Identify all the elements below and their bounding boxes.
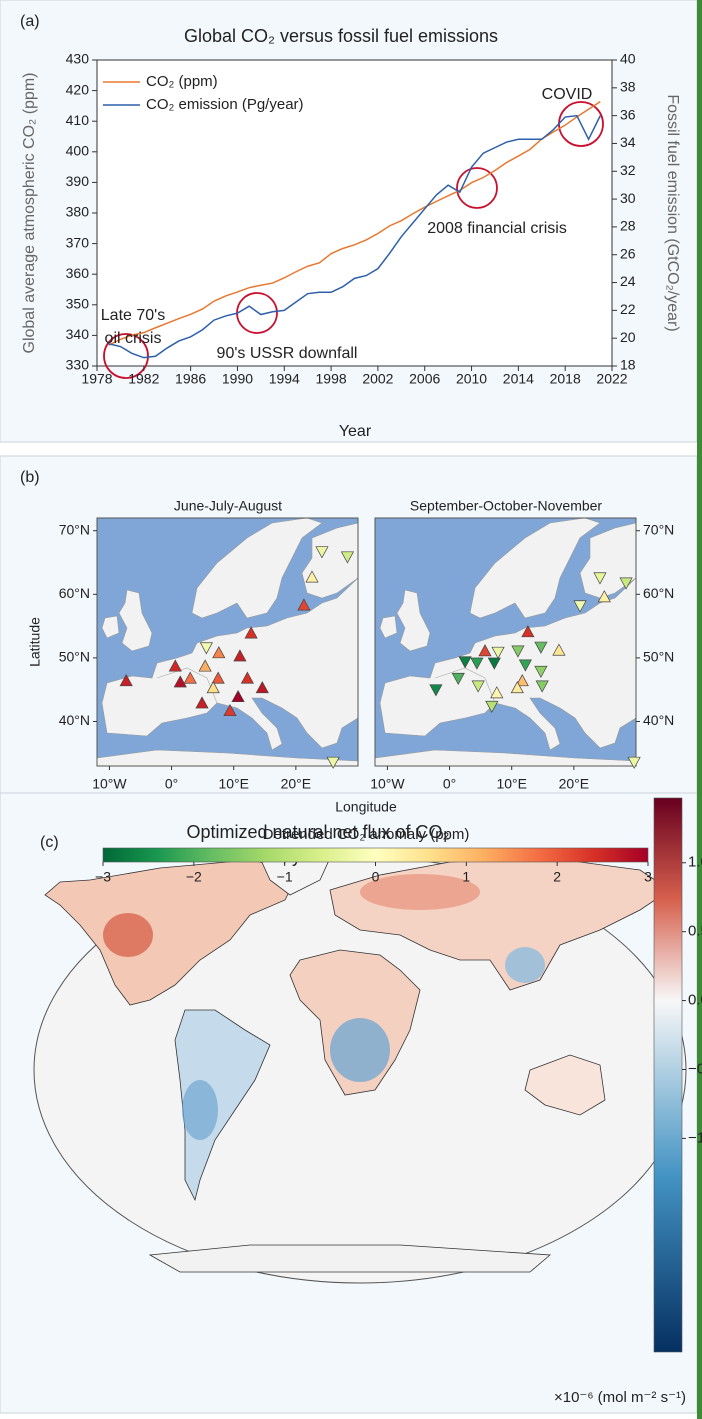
y-tick-label: 380	[66, 204, 90, 220]
colorbar	[103, 848, 648, 862]
x-tick-label: 10°W	[370, 776, 405, 792]
y-tick-label: 330	[66, 357, 90, 373]
y-tick-label: 50°N	[643, 649, 674, 665]
x-tick-label: 2002	[362, 371, 393, 387]
y-tick-label: 430	[66, 51, 90, 67]
legend-label: CO₂ (ppm)	[146, 73, 218, 90]
colorbar-tick-label: 0.5	[688, 923, 702, 940]
y2-tick-label: 30	[620, 190, 636, 206]
x-tick-label: 1998	[316, 371, 347, 387]
colorbar-tick-label: 3	[644, 869, 652, 885]
x-tick-label: 1990	[222, 371, 253, 387]
y-tick-label: 60°N	[643, 585, 674, 601]
y-tick-label: 70°N	[59, 521, 90, 537]
x-tick-label: 2022	[596, 371, 627, 387]
x-tick-label: 1982	[128, 371, 159, 387]
colorbar-unit: ×10⁻⁶ (mol m⁻² s⁻¹)	[554, 1389, 686, 1406]
y-tick-label: 410	[66, 112, 90, 128]
x-tick-label: 20°E	[281, 776, 312, 792]
chart-title: Optimized natural net flux of CO₂	[186, 822, 449, 842]
x-tick-label: 1994	[269, 371, 300, 387]
y-tick-label: 370	[66, 234, 90, 250]
annotation: oil crisis	[105, 330, 162, 347]
y-tick-label: 70°N	[643, 521, 674, 537]
colorbar-tick-label: −1	[277, 869, 293, 885]
colorbar-tick-label: −2	[186, 869, 202, 885]
figure: (a) Global CO₂ versus fossil fuel emissi…	[0, 0, 702, 1419]
y-axis-label: Global average atmospheric CO₂ (ppm)	[21, 73, 38, 354]
y-tick-label: 40°N	[59, 712, 90, 728]
colorbar-tick-label: 0	[372, 869, 380, 885]
colorbar-tick-label: −0.5	[688, 1060, 702, 1077]
map-title: June-July-August	[174, 498, 282, 514]
x-tick-label: 0°	[443, 776, 456, 792]
world-map	[34, 857, 686, 1283]
y-tick-label: 40°N	[643, 712, 674, 728]
panel-label: (c)	[40, 834, 59, 851]
y2-tick-label: 18	[620, 357, 636, 373]
annotation: 2008 financial crisis	[427, 220, 567, 237]
x-axis-label: Longitude	[335, 799, 397, 815]
y-tick-label: 60°N	[59, 585, 90, 601]
y2-tick-label: 26	[620, 245, 636, 261]
y2-tick-label: 32	[620, 162, 636, 178]
x-axis-label: Year	[339, 423, 372, 440]
x-tick-label: 2018	[550, 371, 581, 387]
y-tick-label: 340	[66, 326, 90, 342]
y2-tick-label: 38	[620, 79, 636, 95]
edge-bar	[697, 0, 702, 1419]
x-tick-label: 10°W	[92, 776, 127, 792]
y-tick-label: 400	[66, 143, 90, 159]
x-tick-label: 2010	[456, 371, 487, 387]
colorbar	[654, 798, 682, 1352]
y2-axis-label: Fossil fuel emission (GtCO₂/year)	[664, 94, 681, 331]
y2-tick-label: 40	[620, 51, 636, 67]
annotation: Late 70's	[101, 307, 165, 324]
x-tick-label: 10°E	[218, 776, 249, 792]
page: {"chart_data": [ {"type": "line", "panel…	[0, 0, 702, 1419]
y-tick-label: 50°N	[59, 649, 90, 665]
colorbar-tick-label: 1	[462, 869, 470, 885]
map-europe	[97, 518, 358, 766]
x-tick-label: 0°	[165, 776, 178, 792]
colorbar-tick-label: 1.0	[688, 854, 702, 871]
y-tick-label: 350	[66, 296, 90, 312]
y2-tick-label: 20	[620, 329, 636, 345]
legend-label: CO₂ emission (Pg/year)	[146, 96, 304, 113]
panel-label: (b)	[20, 469, 40, 486]
x-tick-label: 10°E	[496, 776, 527, 792]
y-tick-label: 390	[66, 173, 90, 189]
y-tick-label: 360	[66, 265, 90, 281]
colorbar-tick-label: −1.0	[688, 1129, 702, 1146]
y2-tick-label: 24	[620, 273, 636, 289]
annotation: COVID	[542, 86, 593, 103]
y2-tick-label: 22	[620, 301, 636, 317]
map-europe	[375, 518, 636, 766]
colorbar-tick-label: 0.0	[688, 992, 702, 1009]
x-tick-label: 1986	[175, 371, 206, 387]
x-tick-label: 2014	[503, 371, 534, 387]
y-tick-label: 420	[66, 81, 90, 97]
annotation: 90's USSR downfall	[217, 345, 358, 362]
y2-tick-label: 28	[620, 218, 636, 234]
x-tick-label: 2006	[409, 371, 440, 387]
y2-tick-label: 34	[620, 134, 636, 150]
map-title: September-October-November	[410, 498, 603, 514]
panel-label: (a)	[20, 13, 40, 30]
colorbar-tick-label: −3	[95, 869, 111, 885]
colorbar-tick-label: 2	[553, 869, 561, 885]
x-tick-label: 20°E	[559, 776, 590, 792]
y2-tick-label: 36	[620, 106, 636, 122]
x-tick-label: 1978	[81, 371, 112, 387]
chart-title: Global CO₂ versus fossil fuel emissions	[184, 26, 498, 46]
y-axis-label: Latitude	[27, 617, 43, 667]
